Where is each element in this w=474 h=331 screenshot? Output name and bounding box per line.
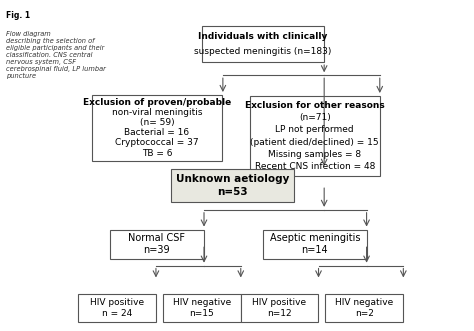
FancyBboxPatch shape bbox=[240, 294, 318, 322]
Text: n=14: n=14 bbox=[301, 245, 328, 255]
Text: n=39: n=39 bbox=[144, 245, 170, 255]
Text: HIV negative: HIV negative bbox=[173, 298, 231, 307]
Text: non-viral meningitis: non-viral meningitis bbox=[112, 108, 202, 117]
Text: n=15: n=15 bbox=[189, 309, 214, 318]
FancyBboxPatch shape bbox=[250, 96, 380, 176]
Text: Fig. 1: Fig. 1 bbox=[6, 11, 30, 20]
Text: n = 24: n = 24 bbox=[102, 309, 132, 318]
Text: (n=71): (n=71) bbox=[299, 113, 331, 122]
FancyBboxPatch shape bbox=[110, 229, 204, 259]
FancyBboxPatch shape bbox=[92, 95, 222, 161]
FancyBboxPatch shape bbox=[78, 294, 156, 322]
Text: Cryptococcal = 37: Cryptococcal = 37 bbox=[115, 138, 199, 147]
Text: TB = 6: TB = 6 bbox=[142, 149, 172, 158]
Text: Exclusion of proven/probable: Exclusion of proven/probable bbox=[83, 98, 231, 107]
FancyBboxPatch shape bbox=[263, 229, 366, 259]
Text: Individuals with clinically: Individuals with clinically bbox=[198, 32, 328, 41]
FancyBboxPatch shape bbox=[171, 169, 293, 202]
Text: suspected meningitis (n=183): suspected meningitis (n=183) bbox=[194, 47, 332, 56]
FancyBboxPatch shape bbox=[201, 26, 324, 62]
Text: Flow diagram
describing the selection of
eligible participants and their
classif: Flow diagram describing the selection of… bbox=[6, 31, 106, 79]
Text: Unknown aetiology: Unknown aetiology bbox=[175, 174, 289, 184]
Text: HIV positive: HIV positive bbox=[252, 298, 307, 307]
FancyBboxPatch shape bbox=[163, 294, 240, 322]
Text: n=2: n=2 bbox=[355, 309, 374, 318]
Text: Aseptic meningitis: Aseptic meningitis bbox=[270, 233, 360, 243]
Text: n=12: n=12 bbox=[267, 309, 292, 318]
Text: n=53: n=53 bbox=[217, 187, 247, 197]
Text: HIV negative: HIV negative bbox=[335, 298, 393, 307]
Text: (n= 59): (n= 59) bbox=[139, 118, 174, 127]
Text: HIV positive: HIV positive bbox=[90, 298, 144, 307]
Text: Normal CSF: Normal CSF bbox=[128, 233, 185, 243]
Text: LP not performed: LP not performed bbox=[275, 125, 354, 134]
Text: Exclusion for other reasons: Exclusion for other reasons bbox=[245, 101, 384, 110]
FancyBboxPatch shape bbox=[325, 294, 403, 322]
Text: Bacterial = 16: Bacterial = 16 bbox=[124, 128, 190, 137]
Text: (patient died/declined) = 15: (patient died/declined) = 15 bbox=[250, 138, 379, 147]
Text: Missing samples = 8: Missing samples = 8 bbox=[268, 150, 361, 159]
Text: Recent CNS infection = 48: Recent CNS infection = 48 bbox=[255, 163, 375, 171]
